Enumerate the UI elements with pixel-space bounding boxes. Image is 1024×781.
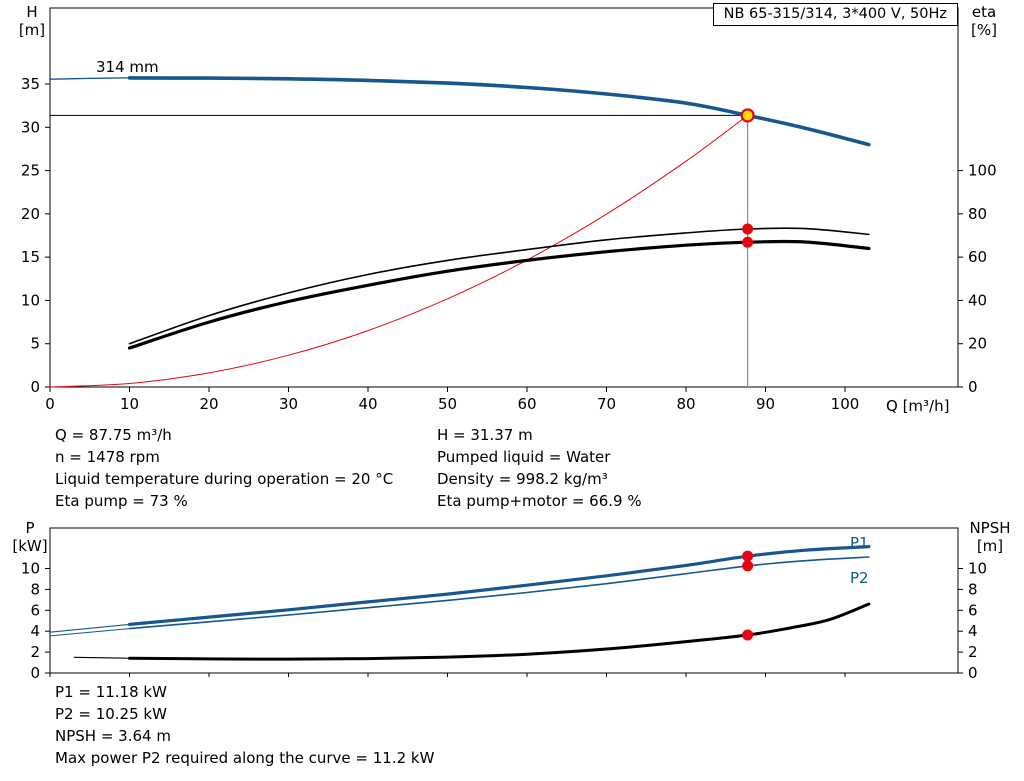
power-tick-label: 6 [30, 601, 40, 619]
head-tick-label: 35 [21, 75, 40, 93]
head-axis-label: H [m] [12, 3, 52, 39]
result-info: P1 = 11.18 kW P2 = 10.25 kW NPSH = 3.64 … [55, 681, 434, 769]
eta-pump-curve [128, 227, 870, 345]
head-curve-314mm [127, 76, 871, 147]
power-npsh-marker [742, 629, 754, 641]
power-tick-label: 10 [21, 560, 40, 578]
npsh-tick-label: 2 [968, 643, 978, 661]
pumped-liquid-line: Pumped liquid = Water [437, 448, 611, 466]
head-curve-314mm-lead [49, 77, 130, 80]
eta-tick-label: 40 [968, 291, 987, 309]
npsh-result-line: NPSH = 3.64 m [55, 727, 171, 745]
head-value-line: H = 31.37 m [437, 426, 533, 444]
duty-info-left: Q = 87.75 m³/h n = 1478 rpm Liquid tempe… [55, 424, 393, 512]
eta-pump-line: Eta pump = 73 % [55, 492, 188, 510]
npsh-tick-label: 10 [968, 560, 987, 578]
duty-point-marker [740, 108, 755, 123]
p2-result-line: P2 = 10.25 kW [55, 705, 167, 723]
power-tick-label: 8 [30, 580, 40, 598]
npsh-axis-unit: [m] [976, 537, 1004, 555]
eta-tick-label: 80 [968, 205, 987, 223]
flow-tick-label: 100 [831, 395, 860, 413]
flow-tick-label: 10 [120, 395, 139, 413]
speed-value-line: n = 1478 rpm [55, 448, 160, 466]
head-tick-label: 0 [30, 378, 40, 396]
head-tick-label: 5 [30, 335, 40, 353]
flow-tick-label: 70 [597, 395, 616, 413]
power-tick-label: 4 [30, 622, 40, 640]
impeller-diameter-label: 314 mm [96, 58, 159, 76]
power-tick-label: 2 [30, 643, 40, 661]
flow-tick-label: 90 [756, 395, 775, 413]
eta-tick-label: 60 [968, 248, 987, 266]
eta-pump-motor-line: Eta pump+motor = 66.9 % [437, 492, 642, 510]
npsh-axis-label: NPSH [m] [960, 519, 1020, 555]
power-npsh-marker [742, 550, 754, 562]
p2-curve [128, 556, 870, 630]
flow-tick-label: 80 [676, 395, 695, 413]
npsh-curve [128, 602, 871, 661]
power-npsh-marker [742, 560, 754, 572]
npsh-curve-lead [73, 656, 130, 659]
npsh-tick-label: 8 [968, 580, 978, 598]
p2-curve-lead [49, 628, 130, 637]
p1-curve [127, 545, 871, 626]
eta-axis-unit: [%] [971, 21, 997, 39]
top-chart-frame [49, 7, 959, 388]
duty-info-right: H = 31.37 m Pumped liquid = Water Densit… [437, 424, 642, 512]
eta-axis-symbol: eta [971, 3, 997, 21]
head-tick-label: 10 [21, 291, 40, 309]
flow-axis-label: Q [m³/h] [886, 397, 950, 415]
flow-tick-label: 60 [517, 395, 536, 413]
npsh-tick-label: 6 [968, 601, 978, 619]
head-tick-label: 30 [21, 118, 40, 136]
p1-result-line: P1 = 11.18 kW [55, 683, 167, 701]
power-axis-label: P [kW] [6, 519, 54, 555]
eta-pump-motor-curve [127, 239, 871, 350]
eta-tick-label: 0 [968, 378, 978, 396]
max-power-line: Max power P2 required along the curve = … [55, 749, 435, 767]
power-tick-label: 0 [30, 664, 40, 682]
flow-tick-label: 0 [45, 395, 55, 413]
flow-tick-label: 20 [199, 395, 218, 413]
head-axis-symbol: H [26, 3, 38, 21]
flow-tick-label: 40 [358, 395, 377, 413]
eta-tick-label: 20 [968, 335, 987, 353]
power-axis-unit: [kW] [12, 537, 48, 555]
head-tick-label: 20 [21, 205, 40, 223]
system-curve [49, 114, 749, 388]
p1-curve-lead [49, 623, 130, 633]
bottom-chart-frame [49, 527, 959, 674]
power-axis-symbol: P [25, 519, 35, 537]
head-axis-unit: [m] [18, 21, 46, 39]
flow-value-line: Q = 87.75 m³/h [55, 426, 172, 444]
head-tick-label: 25 [21, 162, 40, 180]
efficiency-marker [742, 223, 754, 235]
p2-curve-label: P2 [850, 569, 869, 587]
npsh-axis-symbol: NPSH [969, 519, 1011, 537]
eta-tick-label: 100 [968, 162, 997, 180]
liquid-temperature-line: Liquid temperature during operation = 20… [55, 470, 394, 488]
eta-axis-label: eta [%] [962, 3, 1006, 39]
head-tick-label: 15 [21, 248, 40, 266]
efficiency-marker [742, 236, 754, 248]
npsh-tick-label: 0 [968, 664, 978, 682]
pump-model-titlebox: NB 65-315/314, 3*400 V, 50Hz [712, 3, 958, 26]
flow-tick-label: 50 [438, 395, 457, 413]
density-line: Density = 998.2 kg/m³ [437, 470, 608, 488]
npsh-tick-label: 4 [968, 622, 978, 640]
flow-tick-label: 30 [279, 395, 298, 413]
p1-curve-label: P1 [850, 534, 869, 552]
